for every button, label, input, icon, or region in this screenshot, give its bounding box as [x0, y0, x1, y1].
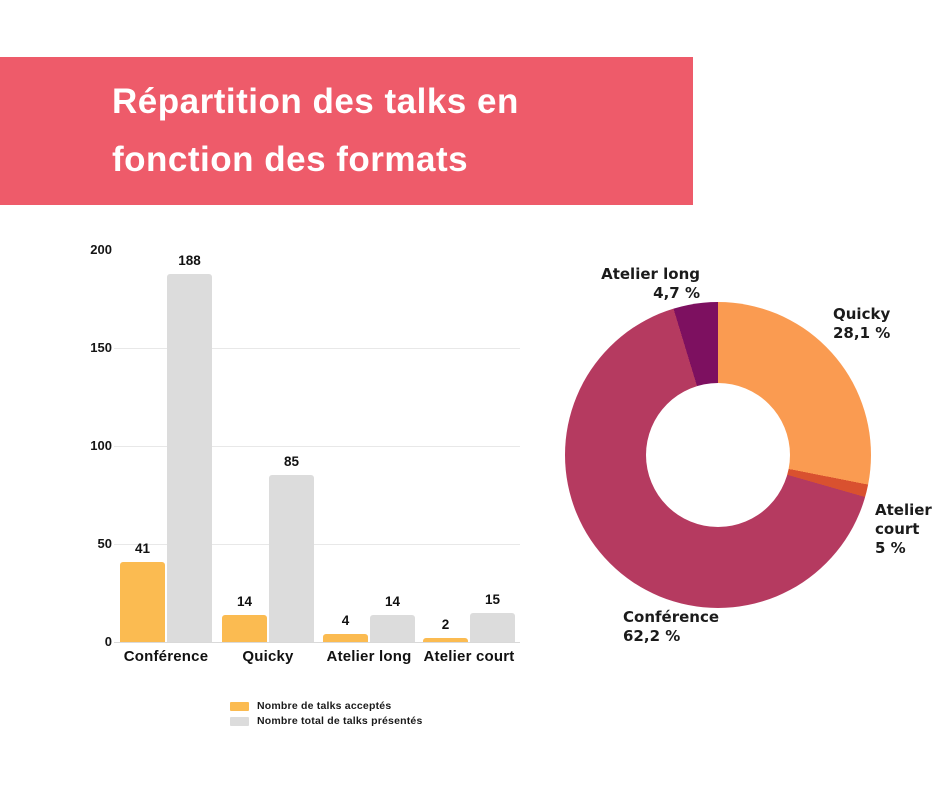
gridline — [114, 544, 520, 545]
gridline — [114, 446, 520, 447]
y-axis-tick-label: 0 — [104, 634, 112, 649]
title-banner: Répartition des talks en fonction des fo… — [0, 57, 693, 205]
bar-value-label: 15 — [484, 592, 501, 607]
bar-value-label: 188 — [178, 253, 201, 268]
accepted-bar — [222, 615, 267, 642]
bar-value-label: 85 — [283, 454, 300, 469]
donut-label-quicky: Quicky 28,1 % — [833, 305, 890, 343]
y-axis-tick-label: 100 — [90, 438, 112, 453]
accepted-bar — [423, 638, 468, 642]
page-title-line-1: Répartition des talks en — [112, 82, 519, 121]
donut-label-conference-pct: 62,2 % — [623, 627, 681, 645]
page-title-line-2: fonction des formats — [112, 140, 469, 179]
gridline — [114, 348, 520, 349]
legend-label-total: Nombre total de talks présentés — [257, 715, 423, 727]
legend-item-accepted: Nombre de talks acceptés — [230, 700, 423, 712]
bar-chart: 200 150 100 50 0 41 188 Conférence 14 85 Quicky 4 14… — [90, 242, 520, 665]
donut-label-quicky-name: Quicky — [833, 305, 891, 323]
total-bar — [470, 613, 515, 642]
legend-label-accepted: Nombre de talks acceptés — [257, 700, 392, 712]
category-label: Atelier long — [326, 648, 412, 665]
y-axis-tick-label: 150 — [90, 340, 112, 355]
donut-hole — [646, 383, 790, 527]
total-swatch-icon — [230, 716, 249, 726]
bar-value-label: 14 — [384, 594, 401, 609]
x-axis-line — [114, 642, 520, 643]
donut-label-atelier-court: Atelier court 5 % — [875, 501, 933, 558]
y-axis-tick-label: 50 — [97, 536, 112, 551]
donut-label-atelier-long-pct: 4,7 % — [653, 284, 700, 302]
donut-label-conference: Conférence 62,2 % — [623, 608, 719, 646]
donut-chart — [565, 302, 871, 608]
bar-value-label: 14 — [236, 594, 253, 609]
y-axis-tick-label: 200 — [90, 242, 112, 257]
donut-label-atelier-long: Atelier long 4,7 % — [601, 265, 700, 303]
donut-label-conference-name: Conférence — [623, 608, 720, 626]
total-bar — [167, 274, 212, 642]
bar-value-label: 41 — [134, 541, 151, 556]
bar-value-label: 4 — [341, 613, 350, 628]
total-bar — [370, 615, 415, 642]
donut-label-atelier-long-name: Atelier long — [601, 265, 700, 283]
bar-value-label: 2 — [441, 617, 450, 632]
category-label: Conférence — [123, 648, 209, 665]
category-label: Atelier court — [423, 648, 515, 665]
legend-item-total: Nombre total de talks présentés — [230, 715, 423, 727]
category-label: Quicky — [242, 648, 294, 665]
total-bar — [269, 475, 314, 642]
bar-chart-legend: Nombre de talks acceptés Nombre total de… — [230, 700, 423, 730]
accepted-bar — [323, 634, 368, 642]
accepted-swatch-icon — [230, 701, 249, 711]
accepted-bar — [120, 562, 165, 642]
donut-label-atelier-court-name: Atelier court — [875, 501, 932, 538]
donut-label-atelier-court-pct: 5 % — [875, 539, 906, 557]
donut-label-quicky-pct: 28,1 % — [833, 324, 891, 342]
